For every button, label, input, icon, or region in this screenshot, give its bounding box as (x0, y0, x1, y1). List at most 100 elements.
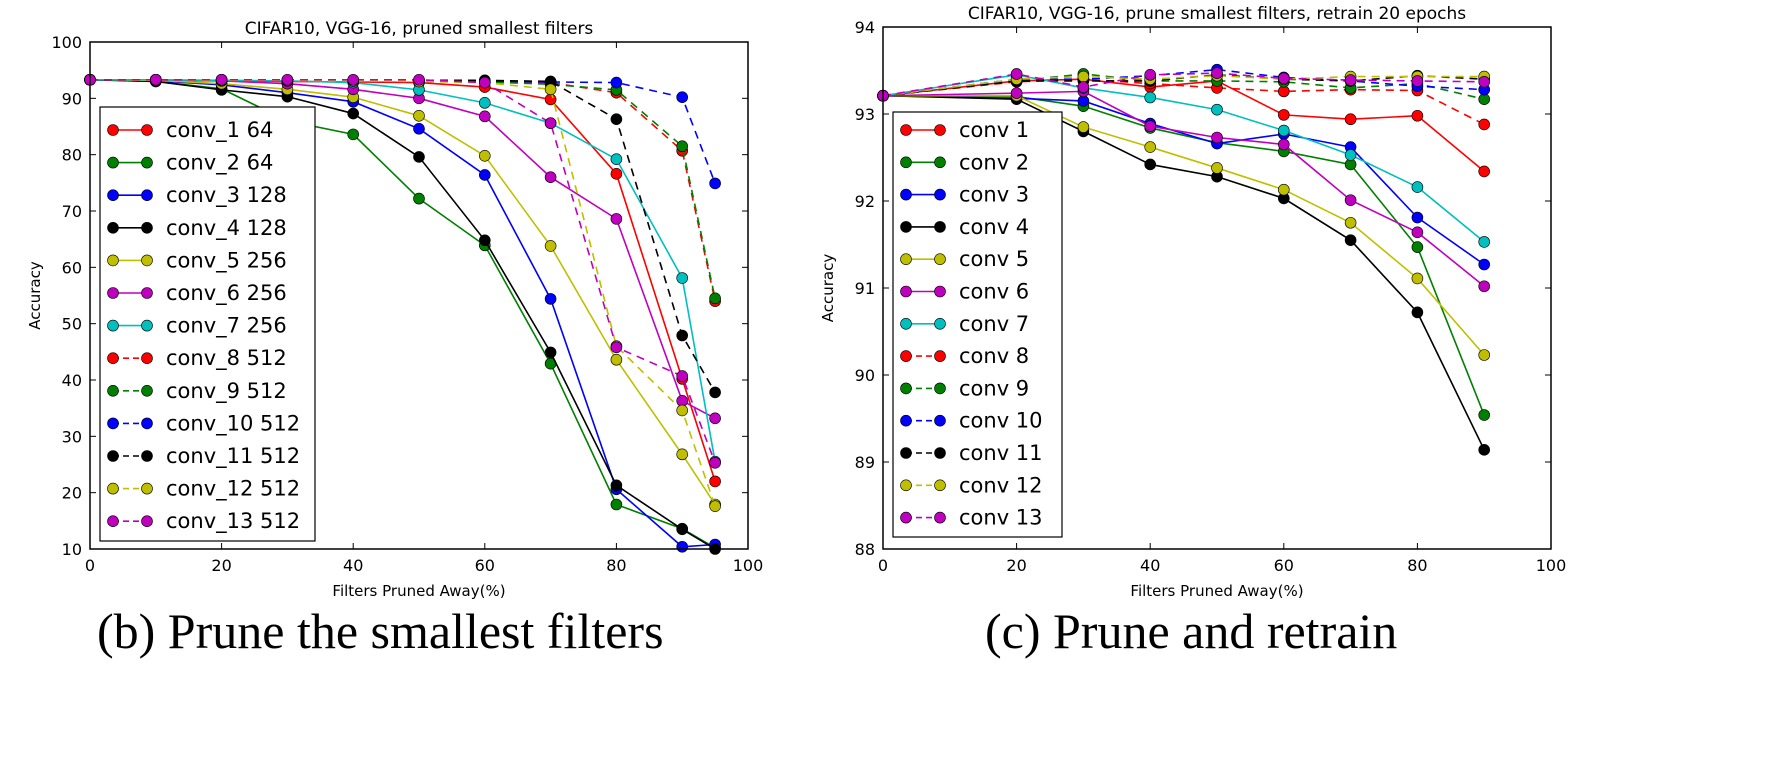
legend-marker (107, 417, 119, 430)
x-tick-label: 40 (1140, 556, 1160, 575)
data-point (544, 240, 557, 252)
data-point (610, 168, 623, 180)
data-point (610, 479, 623, 492)
y-axis-label: Accuracy (26, 261, 44, 330)
legend-label: conv 5 (959, 247, 1029, 271)
data-point (544, 346, 557, 359)
legend-marker (900, 285, 912, 298)
legend-marker (934, 479, 946, 492)
legend-marker (900, 221, 912, 233)
data-point (281, 73, 294, 86)
x-tick-label: 0 (878, 556, 888, 575)
legend-marker (141, 319, 153, 332)
y-axis-label: Accuracy (819, 254, 837, 323)
y-tick-label: 88 (855, 540, 875, 559)
legend-marker (934, 350, 946, 362)
data-point (610, 213, 623, 225)
data-point (709, 177, 721, 190)
data-point (1344, 113, 1357, 126)
data-point (1411, 226, 1424, 239)
y-tick-label: 40 (62, 371, 82, 390)
legend-marker (934, 253, 946, 266)
x-tick-label: 100 (733, 556, 764, 575)
legend-label: conv 8 (959, 344, 1029, 368)
legend-label: conv 3 (959, 183, 1029, 207)
legend-marker (900, 253, 912, 266)
data-point (1278, 138, 1290, 151)
data-point (413, 73, 425, 86)
y-tick-label: 90 (855, 366, 875, 385)
legend-marker (107, 287, 119, 299)
y-tick-label: 20 (62, 484, 82, 503)
plot-area (84, 73, 721, 555)
legend-marker (934, 414, 946, 427)
data-point (478, 234, 491, 247)
data-point (1144, 91, 1156, 104)
legend-marker (107, 254, 119, 267)
legend-marker (107, 450, 119, 462)
x-tick-label: 80 (1407, 556, 1427, 575)
data-point (544, 93, 557, 106)
data-point (478, 169, 491, 181)
caption-b: (b) Prune the smallest filters (97, 603, 664, 659)
data-point (1411, 211, 1424, 224)
data-point (676, 370, 689, 382)
legend-label: conv_4 128 (166, 216, 287, 241)
legend-label: conv 7 (959, 312, 1029, 336)
data-point (478, 110, 491, 123)
data-point (1344, 74, 1357, 86)
data-point (1010, 68, 1023, 80)
legend-marker (934, 511, 946, 524)
y-tick-label: 100 (51, 33, 82, 52)
legend-label: conv_7 256 (166, 314, 287, 339)
data-point (610, 353, 623, 366)
data-point (544, 171, 557, 183)
y-tick-label: 80 (62, 146, 82, 165)
legend-marker (141, 482, 153, 495)
data-point (610, 113, 623, 125)
data-point (1478, 280, 1490, 293)
data-point (478, 76, 491, 89)
legend-marker (900, 156, 912, 169)
y-tick-label: 10 (62, 540, 82, 559)
data-point (1411, 306, 1424, 319)
legend-marker (141, 384, 153, 397)
data-point (1211, 131, 1223, 144)
legend-label: conv_3 128 (166, 183, 287, 208)
legend-marker (141, 222, 153, 234)
legend-marker (141, 189, 153, 201)
data-point (1478, 349, 1490, 361)
data-point (676, 140, 689, 153)
y-tick-label: 50 (62, 315, 82, 334)
x-tick-label: 80 (606, 556, 626, 575)
data-point (676, 272, 689, 284)
legend-marker (141, 254, 153, 267)
data-point (1211, 67, 1223, 79)
legend-label: conv_2 64 (166, 151, 273, 176)
legend-marker (141, 287, 153, 299)
y-tick-label: 30 (62, 427, 82, 446)
data-point (709, 457, 721, 469)
data-point (1478, 258, 1490, 271)
data-point (1411, 181, 1424, 193)
data-point (544, 83, 557, 96)
x-tick-label: 40 (343, 556, 363, 575)
chart-1: CIFAR10, VGG-16, prune smallest filters,… (819, 4, 1566, 600)
data-point (1411, 241, 1424, 253)
data-point (215, 73, 228, 86)
data-point (676, 540, 689, 553)
chart-title: CIFAR10, VGG-16, prune smallest filters,… (968, 4, 1466, 24)
y-tick-label: 90 (62, 89, 82, 108)
legend-marker (900, 511, 912, 524)
data-point (1411, 75, 1424, 87)
legend-marker (900, 382, 912, 395)
data-point (1077, 121, 1090, 133)
legend-box (99, 106, 316, 542)
data-point (478, 149, 491, 162)
data-point (709, 386, 721, 399)
x-tick-label: 0 (85, 556, 95, 575)
legend-label: conv_6 256 (166, 281, 287, 306)
data-point (1411, 272, 1424, 285)
x-tick-label: 20 (211, 556, 231, 575)
legend-marker (107, 189, 119, 201)
